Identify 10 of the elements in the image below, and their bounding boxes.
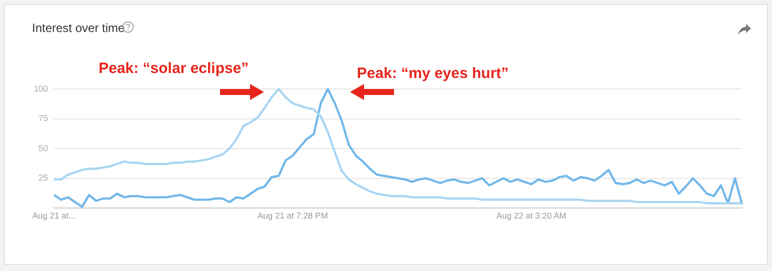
y-tick-label: 100 xyxy=(34,83,48,94)
x-tick-label: Aug 22 at 3:20 AM xyxy=(496,210,566,220)
x-tick-label: Aug 21 at... xyxy=(32,210,76,220)
y-tick-label: 50 xyxy=(38,142,48,153)
text: Peak: “solar eclipse” xyxy=(98,60,249,78)
y-tick-label: 75 xyxy=(38,113,48,124)
text: Peak: “my eyes hurt” xyxy=(356,65,509,82)
x-tick-label: Aug 21 at 7:28 PM xyxy=(257,210,328,220)
y-tick-label: 25 xyxy=(38,172,48,183)
chart-title: Interest over time xyxy=(32,21,125,35)
